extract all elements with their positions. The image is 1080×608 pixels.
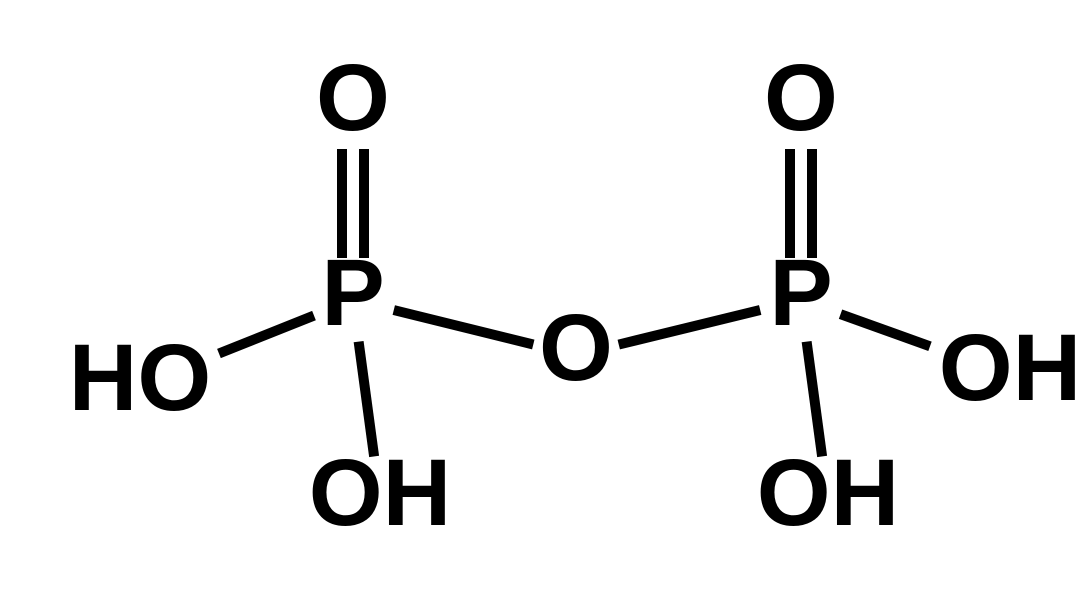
atom-label-OH_bot_left: OH: [309, 440, 452, 546]
bond-line: [841, 314, 930, 346]
atom-label-O_top_left: O: [316, 45, 390, 151]
bond-line: [394, 310, 534, 344]
atom-layer: OOPPOHOOHOHOH: [69, 45, 1080, 546]
bond-line: [619, 310, 760, 345]
atom-label-OH_bot_right: OH: [757, 440, 900, 546]
atom-label-P_right: P: [769, 240, 832, 346]
atom-label-O_bridge: O: [539, 295, 613, 401]
bond-line: [219, 316, 314, 354]
atom-label-HO_left: HO: [69, 325, 212, 431]
atom-label-O_top_right: O: [764, 45, 838, 151]
atom-label-OH_right: OH: [939, 315, 1080, 421]
atom-label-P_left: P: [321, 240, 384, 346]
molecule-diagram: OOPPOHOOHOHOH: [0, 0, 1080, 608]
